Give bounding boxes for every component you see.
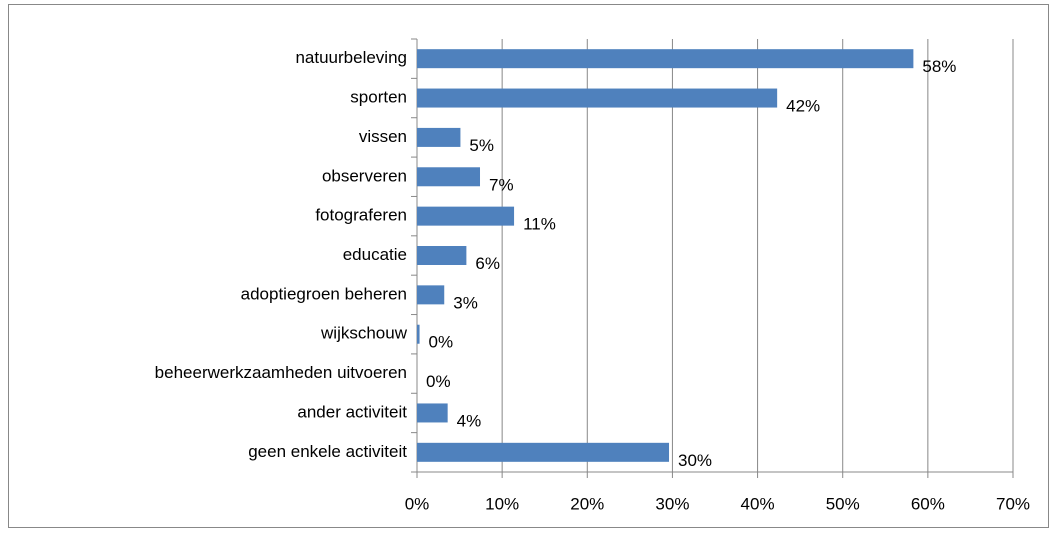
x-tick-label: 20% (570, 494, 604, 513)
bar (417, 324, 420, 344)
y-tick-label: vissen (359, 127, 407, 146)
bar (417, 403, 448, 423)
y-tick-label: fotograferen (315, 206, 407, 225)
y-tick-label: educatie (343, 245, 407, 264)
value-label: 5% (469, 136, 494, 155)
value-label: 11% (523, 215, 556, 234)
value-label: 0% (429, 333, 454, 352)
x-tick-label: 60% (911, 494, 945, 513)
x-tick-label: 40% (741, 494, 775, 513)
value-label: 58% (922, 57, 956, 76)
x-tick-label: 50% (826, 494, 860, 513)
bar (417, 442, 670, 462)
y-tick-label: sporten (350, 88, 407, 107)
x-tick-label: 10% (485, 494, 519, 513)
y-tick-label: natuurbeleving (295, 48, 407, 67)
value-label: 30% (678, 451, 712, 470)
x-tick-label: 30% (655, 494, 689, 513)
bar (417, 285, 445, 305)
bar (417, 49, 914, 69)
value-label: 7% (489, 175, 514, 194)
x-tick-label: 70% (996, 494, 1030, 513)
bar (417, 167, 481, 187)
y-tick-label: adoptiegroen beheren (241, 284, 407, 303)
y-tick-label: beheerwerkzaamheden uitvoeren (155, 363, 407, 382)
y-tick-label: geen enkele activiteit (248, 442, 407, 461)
bar (417, 246, 467, 265)
y-tick-label: wijkschouw (320, 324, 408, 343)
bar (417, 127, 461, 147)
value-label: 6% (475, 254, 500, 273)
y-tick-label: observeren (322, 166, 407, 185)
value-label: 42% (786, 97, 820, 116)
value-label: 3% (453, 293, 478, 312)
y-tick-label: ander activiteit (297, 402, 407, 421)
value-label: 4% (457, 411, 482, 430)
value-label: 0% (426, 372, 451, 391)
bar (417, 206, 515, 226)
x-tick-label: 0% (405, 494, 430, 513)
bar (417, 88, 778, 108)
